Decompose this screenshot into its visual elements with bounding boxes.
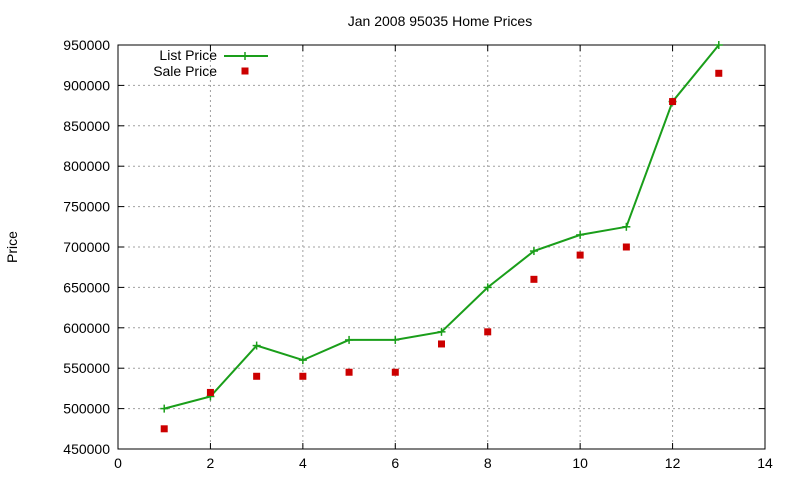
sale-price-point (345, 368, 353, 376)
y-axis-title: Price (4, 231, 20, 263)
y-tick-label: 800000 (63, 158, 110, 174)
sale-price-point (299, 372, 307, 380)
y-tick-label: 600000 (63, 320, 110, 336)
y-tick-label: 850000 (63, 118, 110, 134)
sale-price-point (715, 69, 723, 77)
list-price-point (529, 247, 538, 256)
legend-label-list-price: List Price (159, 47, 217, 63)
list-price-point (391, 335, 400, 344)
x-tick-label: 10 (572, 455, 588, 471)
list-price-point (298, 356, 307, 365)
sale-price-point (484, 328, 492, 336)
sale-price-point (669, 98, 677, 106)
list-price-point (160, 404, 169, 413)
list-price-point (252, 341, 261, 350)
x-tick-label: 12 (665, 455, 681, 471)
y-tick-label: 700000 (63, 239, 110, 255)
x-tick-label: 6 (391, 455, 399, 471)
y-tick-label: 750000 (63, 199, 110, 215)
chart-title: Jan 2008 95035 Home Prices (348, 13, 532, 29)
x-tick-label: 8 (484, 455, 492, 471)
y-tick-label: 550000 (63, 360, 110, 376)
sale-price-point (391, 368, 399, 376)
list-price-point (714, 41, 723, 49)
sale-price-point (530, 275, 538, 283)
x-tick-label: 4 (299, 455, 307, 471)
sale-price-point (576, 251, 584, 259)
data-series (160, 41, 723, 433)
y-tick-label: 900000 (63, 77, 110, 93)
list-price-point (576, 230, 585, 239)
list-price-point (437, 327, 446, 336)
plot-area-frame (117, 44, 766, 450)
legend-sample-sale-price-marker (241, 67, 249, 75)
y-tick-label: 450000 (63, 441, 110, 457)
list-price-point (345, 335, 354, 344)
list-price-point (483, 283, 492, 292)
y-tick-label: 500000 (63, 401, 110, 417)
y-tick-label: 950000 (63, 37, 110, 53)
sale-price-point (253, 372, 261, 380)
axis-ticks: 0 2 4 6 8 10 12 14 450000 500000 550000 600000 65000… (63, 37, 773, 471)
sale-price-point (206, 388, 214, 396)
legend: List Price Sale Price (153, 47, 268, 79)
sale-price-point (622, 243, 630, 251)
sale-price-point (160, 425, 168, 433)
x-tick-label: 14 (757, 455, 773, 471)
x-tick-label: 2 (207, 455, 215, 471)
list-price-line (163, 44, 720, 410)
legend-label-sale-price: Sale Price (153, 63, 217, 79)
y-tick-label: 650000 (63, 279, 110, 295)
list-price-point (622, 222, 631, 231)
grid-lines (118, 45, 765, 449)
sale-price-point (438, 340, 445, 348)
x-tick-label: 0 (114, 455, 122, 471)
